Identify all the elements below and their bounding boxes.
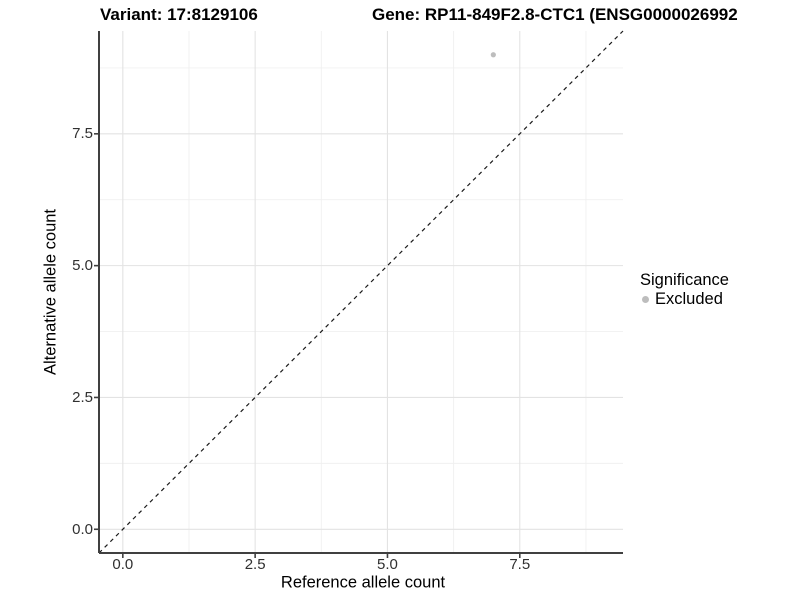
y-tick-label: 7.5: [72, 125, 93, 143]
x-tick-label: 2.5: [244, 556, 266, 573]
y-tick-label: 5.0: [72, 257, 93, 275]
legend-point-icon: [642, 296, 649, 303]
legend-item: Excluded: [640, 290, 729, 309]
identity-dashed-line: [98, 30, 624, 554]
legend-items: Excluded: [640, 290, 729, 309]
plot-title-variant: Variant: 17:8129106: [100, 5, 258, 24]
y-tick-label: 2.5: [72, 388, 93, 406]
plot-title-gene: Gene: RP11-849F2.8-CTC1 (ENSG0000026992: [372, 5, 738, 24]
y-tick-label: 0.0: [72, 520, 93, 538]
legend: Significance Excluded: [640, 270, 729, 309]
plot-panel: [94, 30, 624, 558]
legend-title: Significance: [640, 271, 729, 289]
legend-item-label: Excluded: [655, 290, 723, 308]
x-tick-label: 7.5: [509, 556, 531, 573]
y-axis-title: Alternative allele count: [41, 208, 60, 376]
x-tick-label: 0.0: [112, 556, 134, 573]
legend-key: [640, 294, 651, 305]
x-axis-title: Reference allele count: [280, 573, 446, 592]
data-point: [490, 52, 496, 58]
x-tick-label: 5.0: [377, 556, 398, 573]
